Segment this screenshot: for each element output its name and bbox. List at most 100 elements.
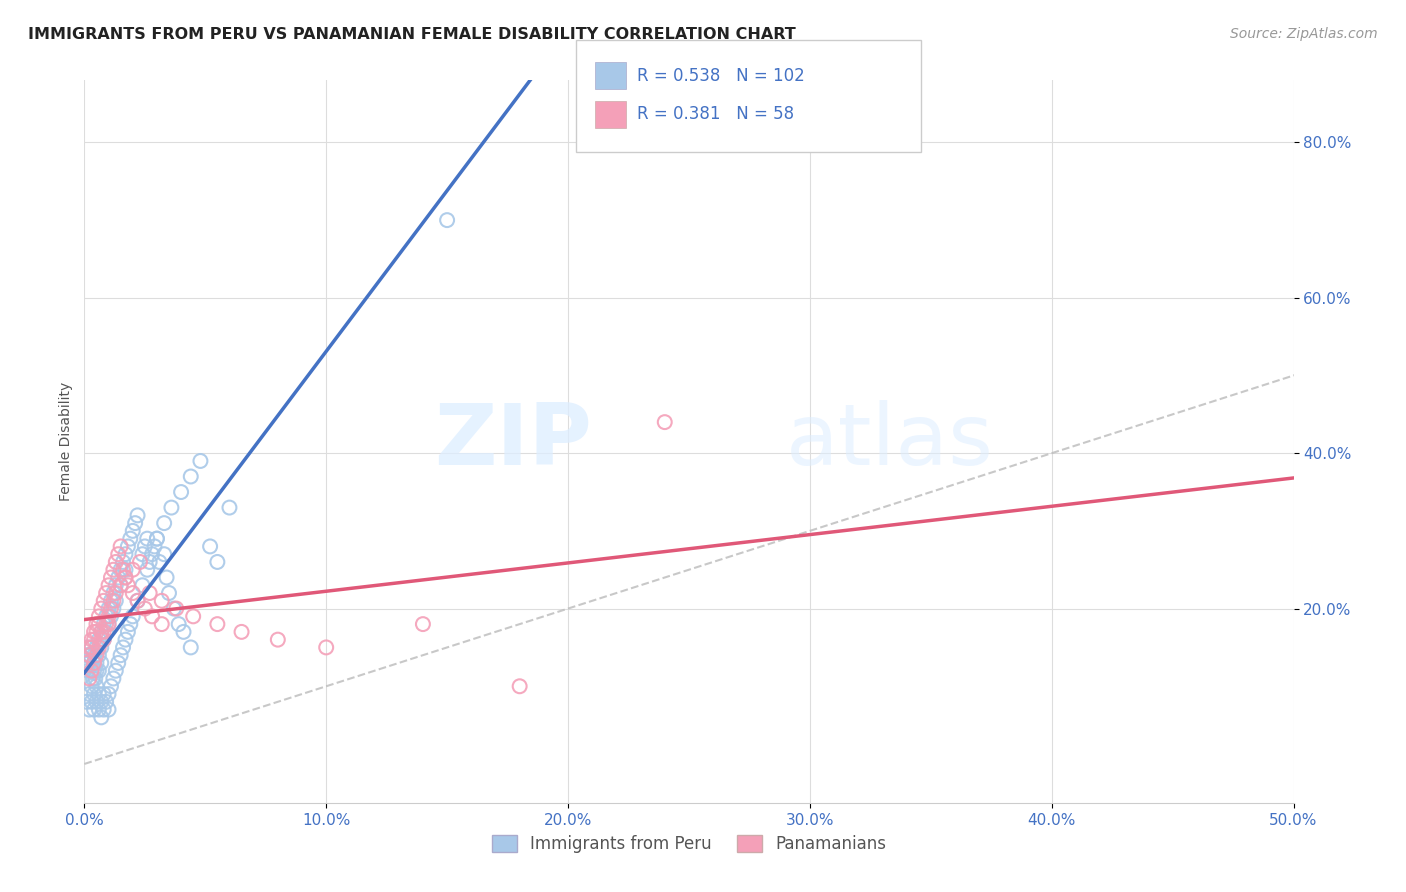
Point (107, 656, 129, 670)
Point (198, 540, 221, 554)
Point (117, 624, 139, 639)
Point (117, 578, 139, 592)
Point (148, 555, 170, 569)
Point (82, 672, 104, 686)
Point (190, 454, 212, 468)
Y-axis label: Female Disability: Female Disability (59, 382, 73, 501)
Point (77, 640, 100, 655)
Point (136, 532, 159, 546)
Point (90, 624, 112, 639)
Point (157, 586, 180, 600)
Point (143, 540, 166, 554)
Point (100, 601, 122, 615)
Point (86, 624, 108, 639)
Point (93, 594, 115, 608)
Point (83, 687, 105, 701)
Point (103, 594, 125, 608)
Point (87, 648, 110, 663)
Point (155, 570, 177, 584)
Point (103, 601, 125, 615)
Point (100, 594, 122, 608)
Point (77, 648, 100, 663)
Point (104, 664, 127, 678)
Point (120, 617, 142, 632)
Point (131, 547, 153, 561)
Point (103, 672, 125, 686)
Point (112, 555, 135, 569)
Point (86, 640, 108, 655)
Point (90, 656, 112, 670)
Point (138, 586, 160, 600)
Point (97, 609, 120, 624)
Point (94, 609, 117, 624)
Point (83, 624, 105, 639)
Point (80, 664, 103, 678)
Point (90, 632, 112, 647)
Point (93, 687, 115, 701)
Point (107, 547, 129, 561)
Point (267, 632, 290, 647)
Point (93, 632, 115, 647)
Point (131, 578, 153, 592)
Point (231, 624, 253, 639)
Point (80, 664, 103, 678)
Point (86, 695, 108, 709)
Point (87, 632, 110, 647)
Point (93, 624, 115, 639)
Point (412, 617, 434, 632)
Point (146, 532, 169, 546)
Point (104, 555, 127, 569)
Point (120, 532, 142, 546)
Point (153, 547, 176, 561)
Point (112, 640, 135, 655)
Point (218, 500, 240, 515)
Point (87, 617, 110, 632)
Point (87, 609, 110, 624)
Text: ZIP: ZIP (434, 400, 592, 483)
Point (87, 687, 110, 701)
Point (77, 687, 100, 701)
Point (100, 570, 122, 584)
Point (121, 524, 143, 538)
Point (90, 640, 112, 655)
Point (150, 594, 173, 608)
Point (97, 687, 120, 701)
Point (80, 679, 103, 693)
Text: R = 0.381   N = 58: R = 0.381 N = 58 (637, 105, 794, 123)
Point (181, 609, 204, 624)
Point (170, 485, 193, 500)
Point (90, 624, 112, 639)
Point (86, 656, 108, 670)
Point (86, 679, 108, 693)
Text: IMMIGRANTS FROM PERU VS PANAMANIAN FEMALE DISABILITY CORRELATION CHART: IMMIGRANTS FROM PERU VS PANAMANIAN FEMAL… (28, 27, 796, 42)
Point (76, 695, 98, 709)
Point (315, 640, 337, 655)
Point (103, 586, 125, 600)
Point (136, 563, 159, 577)
Point (97, 617, 120, 632)
Point (77, 648, 100, 663)
Point (114, 570, 136, 584)
Point (94, 695, 117, 709)
Text: Source: ZipAtlas.com: Source: ZipAtlas.com (1230, 27, 1378, 41)
Point (93, 702, 115, 716)
Point (80, 632, 103, 647)
Point (134, 601, 156, 615)
Point (97, 617, 120, 632)
Point (146, 532, 169, 546)
Point (436, 213, 458, 227)
Point (173, 624, 195, 639)
Point (165, 601, 187, 615)
Point (114, 570, 136, 584)
Text: R = 0.538   N = 102: R = 0.538 N = 102 (637, 67, 804, 85)
Point (141, 547, 163, 561)
Point (207, 617, 229, 632)
Point (654, 415, 676, 429)
Point (207, 555, 229, 569)
Point (110, 578, 132, 592)
Point (77, 702, 100, 716)
Point (150, 617, 173, 632)
Point (114, 563, 136, 577)
Point (86, 617, 108, 632)
Point (80, 640, 103, 655)
